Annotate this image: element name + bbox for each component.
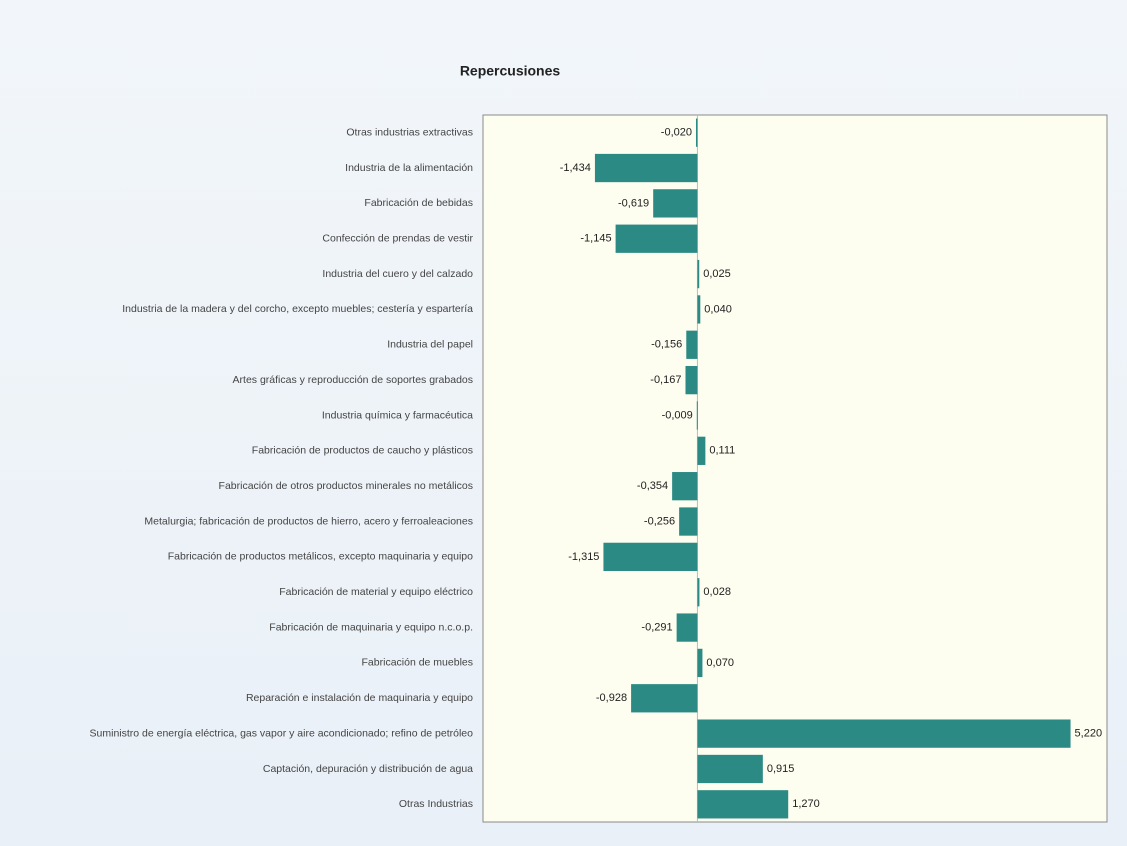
bar xyxy=(594,153,698,183)
chart-title: Repercusiones xyxy=(460,63,561,79)
data-label: -0,928 xyxy=(596,692,627,704)
y-tick-label: Fabricación de productos metálicos, exce… xyxy=(168,551,473,563)
data-label: -1,434 xyxy=(560,162,591,174)
bar xyxy=(697,790,789,819)
data-label: -0,020 xyxy=(661,127,692,139)
bar xyxy=(653,189,698,218)
bar xyxy=(696,118,698,147)
y-tick-label: Otras Industrias xyxy=(399,798,473,810)
y-tick-label: Industria del papel xyxy=(387,339,473,351)
bar xyxy=(697,259,700,289)
data-label: -0,009 xyxy=(662,409,693,421)
y-tick-label: Fabricación de bebidas xyxy=(364,197,473,209)
data-label: 1,270 xyxy=(792,798,820,810)
y-tick-label: Industria química y farmacéutica xyxy=(322,409,473,421)
bar xyxy=(685,365,698,395)
data-label: -1,315 xyxy=(568,551,599,563)
y-tick-label: Fabricación de material y equipo eléctri… xyxy=(279,586,473,598)
bar xyxy=(676,613,698,642)
data-label: 0,111 xyxy=(709,445,735,457)
plot-area xyxy=(482,114,1108,823)
bar xyxy=(697,754,763,784)
y-tick-label: Reparación e instalación de maquinaria y… xyxy=(246,692,473,704)
y-tick-label: Otras industrias extractivas xyxy=(346,126,473,138)
bar xyxy=(697,578,700,607)
y-tick-label: Metalurgia; fabricación de productos de … xyxy=(144,515,473,527)
y-tick-label: Fabricación de productos de caucho y plá… xyxy=(252,445,473,457)
bar xyxy=(697,436,706,465)
data-label: -0,256 xyxy=(644,515,675,527)
bar xyxy=(696,401,698,430)
data-label: 0,025 xyxy=(703,268,731,280)
data-label: 0,070 xyxy=(706,657,734,669)
y-tick-label: Artes gráficas y reproducción de soporte… xyxy=(233,374,473,386)
y-tick-label: Captación, depuración y distribución de … xyxy=(263,763,473,775)
bar xyxy=(697,295,701,324)
bar xyxy=(679,507,698,536)
bar xyxy=(615,224,698,253)
data-label: -0,354 xyxy=(637,480,668,492)
data-label: 0,028 xyxy=(703,586,731,598)
bar xyxy=(672,472,698,501)
bar xyxy=(697,719,1071,748)
data-label: -0,291 xyxy=(641,621,672,633)
y-tick-label: Suministro de energía eléctrica, gas vap… xyxy=(90,727,474,739)
bar xyxy=(631,684,698,713)
bar xyxy=(603,542,698,572)
y-tick-label: Industria del cuero y del calzado xyxy=(322,268,473,280)
y-tick-label: Fabricación de muebles xyxy=(362,657,473,669)
data-label: 5,220 xyxy=(1075,728,1103,740)
y-tick-label: Confección de prendas de vestir xyxy=(322,233,473,245)
y-tick-label: Fabricación de maquinaria y equipo n.c.o… xyxy=(269,621,473,633)
data-label: -0,619 xyxy=(618,197,649,209)
data-label: -0,156 xyxy=(651,339,682,351)
y-tick-label: Fabricación de otros productos minerales… xyxy=(219,480,473,492)
y-tick-label: Industria de la madera y del corcho, exc… xyxy=(122,303,473,315)
data-label: -1,145 xyxy=(580,233,611,245)
bar xyxy=(686,330,698,359)
data-label: 0,915 xyxy=(767,763,795,775)
data-label: 0,040 xyxy=(704,303,732,315)
data-label: -0,167 xyxy=(650,374,681,386)
y-tick-label: Industria de la alimentación xyxy=(345,162,473,174)
bar xyxy=(697,648,703,678)
